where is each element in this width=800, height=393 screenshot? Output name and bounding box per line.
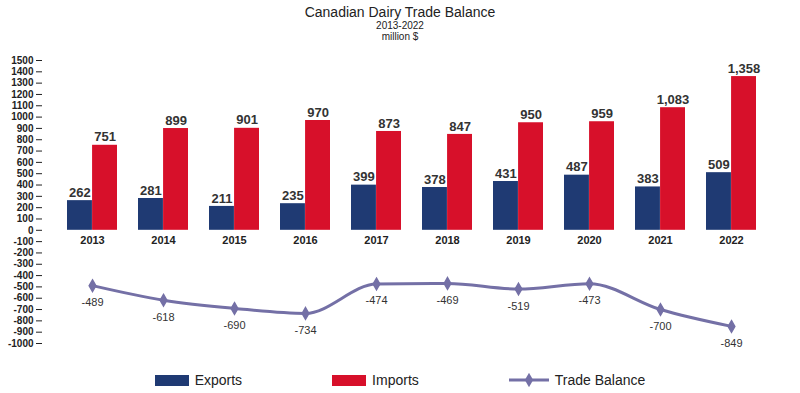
- svg-text:1300: 1300: [11, 77, 34, 88]
- svg-text:2017: 2017: [364, 234, 388, 246]
- svg-text:-700: -700: [649, 320, 671, 332]
- svg-text:700: 700: [17, 145, 34, 156]
- svg-text:2022: 2022: [719, 234, 743, 246]
- svg-text:-734: -734: [294, 324, 316, 336]
- html-text:2013-2022: 2013-2022: [376, 20, 424, 31]
- svg-text:-474: -474: [365, 294, 387, 306]
- svg-text:-489: -489: [81, 296, 103, 308]
- svg-text:2019: 2019: [506, 234, 530, 246]
- svg-text:959: 959: [591, 106, 613, 121]
- svg-text:487: 487: [566, 159, 588, 174]
- html-text:Canadian Dairy Trade Balance: Canadian Dairy Trade Balance: [304, 4, 496, 20]
- html-text:Trade Balance: Trade Balance: [554, 372, 646, 388]
- svg-text:-300: -300: [13, 258, 33, 269]
- svg-text:262: 262: [69, 185, 91, 200]
- svg-text:2016: 2016: [293, 234, 317, 246]
- svg-text:2018: 2018: [435, 234, 459, 246]
- svg-text:509: 509: [708, 157, 730, 172]
- svg-text:-500: -500: [13, 281, 33, 292]
- svg-text:-849: -849: [720, 337, 742, 349]
- svg-text:899: 899: [165, 113, 187, 128]
- svg-text:2014: 2014: [151, 234, 176, 246]
- svg-text:1200: 1200: [11, 89, 34, 100]
- svg-text:211: 211: [211, 191, 232, 206]
- svg-text:378: 378: [424, 172, 446, 187]
- svg-text:-400: -400: [13, 270, 33, 281]
- svg-text:-469: -469: [436, 294, 458, 306]
- svg-text:281: 281: [140, 183, 162, 198]
- svg-text:847: 847: [449, 119, 471, 134]
- svg-text:-618: -618: [152, 311, 174, 323]
- svg-text:399: 399: [353, 169, 375, 184]
- svg-text:1100: 1100: [12, 100, 34, 111]
- svg-text:0: 0: [28, 225, 34, 236]
- svg-text:873: 873: [378, 116, 400, 131]
- svg-text:-1000: -1000: [8, 338, 34, 349]
- svg-text:-800: -800: [13, 315, 33, 326]
- svg-text:1000: 1000: [11, 111, 34, 122]
- svg-text:1400: 1400: [11, 66, 34, 77]
- svg-text:1500: 1500: [11, 55, 34, 66]
- svg-text:950: 950: [520, 107, 542, 122]
- svg-text:1,358: 1,358: [728, 61, 761, 76]
- svg-text:235: 235: [282, 188, 304, 203]
- svg-text:800: 800: [17, 134, 34, 145]
- svg-text:200: 200: [17, 202, 34, 213]
- svg-text:-600: -600: [13, 292, 33, 303]
- svg-text:-200: -200: [13, 247, 33, 258]
- svg-text:900: 900: [17, 123, 34, 134]
- svg-text:-519: -519: [507, 300, 529, 312]
- svg-text:100: 100: [17, 213, 34, 224]
- html-text:Exports: Exports: [194, 372, 243, 388]
- svg-text:-100: -100: [13, 236, 33, 247]
- svg-text:1,083: 1,083: [657, 92, 690, 107]
- svg-text:-473: -473: [578, 294, 600, 306]
- svg-text:901: 901: [236, 112, 258, 127]
- svg-text:-690: -690: [223, 319, 245, 331]
- svg-text:400: 400: [17, 179, 34, 190]
- svg-text:2020: 2020: [577, 234, 601, 246]
- svg-text:-900: -900: [13, 326, 33, 337]
- svg-text:-700: -700: [13, 304, 33, 315]
- svg-text:970: 970: [307, 105, 329, 120]
- svg-text:2015: 2015: [222, 234, 246, 246]
- svg-text:300: 300: [17, 191, 34, 202]
- svg-text:751: 751: [94, 129, 116, 144]
- svg-text:500: 500: [17, 168, 34, 179]
- svg-text:2021: 2021: [648, 234, 672, 246]
- svg-text:2013: 2013: [80, 234, 104, 246]
- html-text:million $: million $: [381, 31, 419, 42]
- svg-text:431: 431: [495, 166, 517, 181]
- svg-text:600: 600: [17, 157, 34, 168]
- html-text:Imports: Imports: [372, 372, 419, 388]
- svg-text:383: 383: [637, 171, 659, 186]
